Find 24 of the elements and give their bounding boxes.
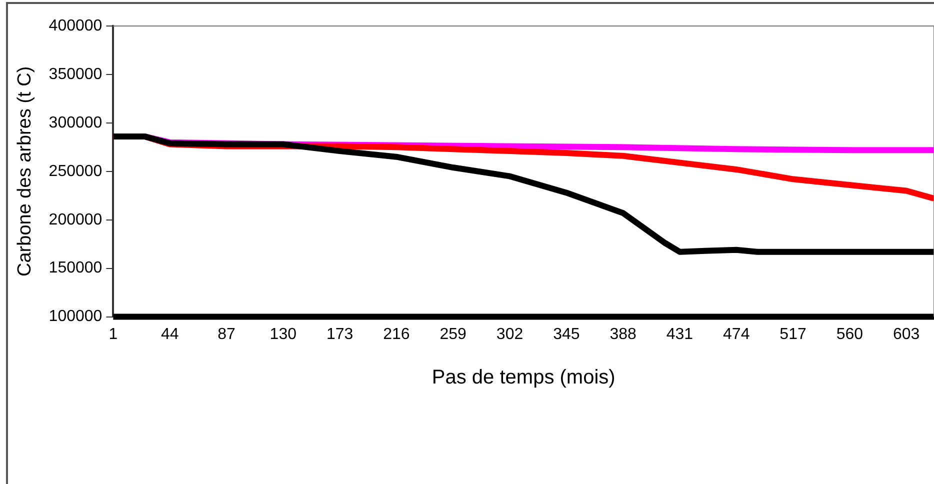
x-tick-label: 87 (218, 326, 236, 343)
y-axis-title: Carbone des arbres (t C) (14, 66, 36, 276)
y-tick-label: 400000 (48, 17, 102, 34)
x-tick-label: 560 (836, 326, 864, 343)
y-tick-label: 300000 (48, 114, 102, 132)
x-axis-title: Pas de temps (mois) (432, 366, 616, 389)
x-tick-label: 603 (892, 326, 920, 343)
x-tick-label: 388 (610, 326, 637, 343)
x-tick-label: 259 (440, 326, 467, 343)
y-tick-label: 250000 (48, 162, 102, 180)
x-tick-label: 431 (666, 326, 694, 343)
x-tick-label: 474 (723, 326, 750, 343)
x-tick-label: 216 (383, 326, 410, 343)
x-tick-label: 345 (553, 326, 580, 343)
y-tick-label: 350000 (48, 66, 102, 83)
y-tick-label: 200000 (48, 211, 102, 228)
y-tick-label: 150000 (48, 260, 102, 277)
y-tick-label: 100000 (48, 308, 102, 326)
x-tick-label: 517 (780, 326, 806, 343)
x-tick-label: 173 (326, 326, 354, 343)
x-tick-label: 1 (108, 326, 118, 343)
x-tick-label: 302 (496, 326, 524, 343)
x-tick-label: 44 (160, 326, 179, 343)
x-tick-label: 130 (270, 326, 297, 343)
